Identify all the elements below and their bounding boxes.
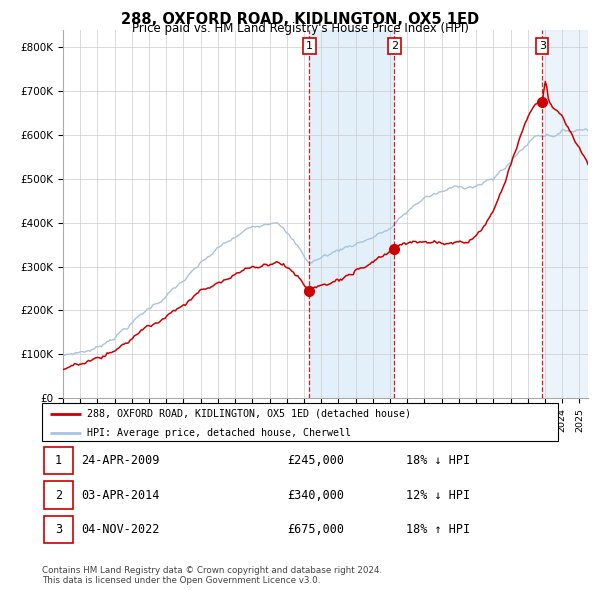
Text: 2: 2 (55, 489, 62, 502)
Text: 1: 1 (55, 454, 62, 467)
Text: 3: 3 (539, 41, 546, 51)
Text: £340,000: £340,000 (287, 489, 344, 502)
Text: 288, OXFORD ROAD, KIDLINGTON, OX5 1ED: 288, OXFORD ROAD, KIDLINGTON, OX5 1ED (121, 12, 479, 27)
Text: £675,000: £675,000 (287, 523, 344, 536)
Text: 18% ↓ HPI: 18% ↓ HPI (406, 454, 470, 467)
Text: 04-NOV-2022: 04-NOV-2022 (81, 523, 160, 536)
Text: 18% ↑ HPI: 18% ↑ HPI (406, 523, 470, 536)
FancyBboxPatch shape (44, 481, 73, 509)
Text: 288, OXFORD ROAD, KIDLINGTON, OX5 1ED (detached house): 288, OXFORD ROAD, KIDLINGTON, OX5 1ED (d… (88, 409, 412, 419)
Text: 03-APR-2014: 03-APR-2014 (81, 489, 160, 502)
FancyBboxPatch shape (42, 403, 558, 441)
FancyBboxPatch shape (44, 447, 73, 474)
Bar (310, 30, 394, 398)
Text: Contains HM Land Registry data © Crown copyright and database right 2024.
This d: Contains HM Land Registry data © Crown c… (42, 566, 382, 585)
Text: £245,000: £245,000 (287, 454, 344, 467)
Text: HPI: Average price, detached house, Cherwell: HPI: Average price, detached house, Cher… (88, 428, 352, 438)
FancyBboxPatch shape (44, 516, 73, 543)
Text: 12% ↓ HPI: 12% ↓ HPI (406, 489, 470, 502)
Bar (542, 30, 588, 398)
Text: 3: 3 (55, 523, 62, 536)
Text: 24-APR-2009: 24-APR-2009 (81, 454, 160, 467)
Text: 2: 2 (391, 41, 398, 51)
Text: 1: 1 (306, 41, 313, 51)
Text: Price paid vs. HM Land Registry's House Price Index (HPI): Price paid vs. HM Land Registry's House … (131, 22, 469, 35)
